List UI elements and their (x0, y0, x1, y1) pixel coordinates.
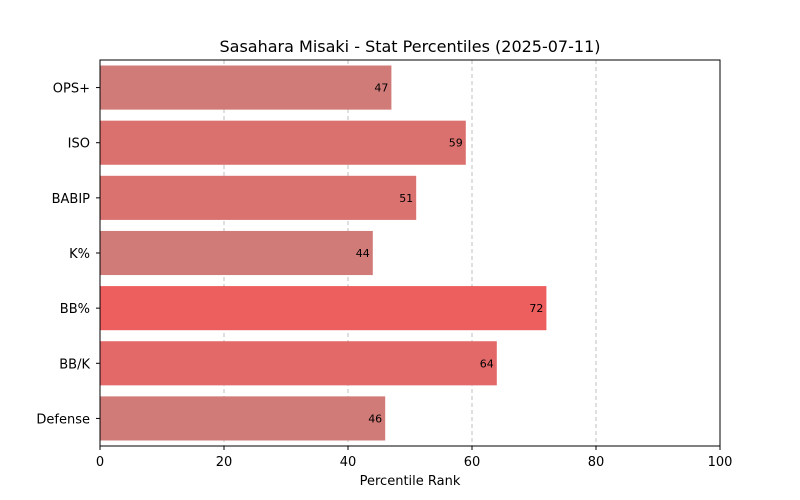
bar-value-label: 44 (356, 247, 370, 260)
x-tick-label: 40 (340, 455, 357, 470)
bar-value-label: 51 (399, 192, 413, 205)
bar-value-label: 64 (480, 357, 494, 370)
bar (100, 396, 386, 441)
bar (100, 286, 547, 331)
x-tick-label: 0 (96, 455, 104, 470)
bar-value-label: 46 (368, 412, 382, 425)
bar (100, 341, 497, 386)
bar-value-label: 72 (529, 302, 543, 315)
bar (100, 230, 373, 276)
x-tick-label: 20 (216, 455, 233, 470)
y-axis: OPS+ ISO BABIP K% BB% BB/K Defense (36, 82, 100, 427)
bar (100, 175, 417, 220)
x-axis: 0 20 40 60 80 100 (96, 446, 733, 470)
x-tick-label: 80 (588, 455, 605, 470)
y-tick-label: K% (69, 247, 90, 262)
bar-value-label: 59 (449, 137, 463, 150)
y-tick-label: Defense (36, 412, 90, 427)
x-tick-label: 60 (464, 455, 481, 470)
y-tick-label: OPS+ (53, 82, 90, 97)
chart-title: Sasahara Misaki - Stat Percentiles (2025… (220, 37, 601, 56)
x-tick-label: 100 (708, 455, 733, 470)
x-axis-label: Percentile Rank (360, 474, 461, 489)
y-tick-label: BABIP (52, 192, 91, 207)
y-tick-label: BB/K (59, 357, 90, 372)
y-tick-label: ISO (68, 137, 90, 152)
bar-value-label: 47 (374, 82, 388, 95)
bar (100, 65, 392, 110)
bars: 47 59 51 44 72 64 46 (100, 65, 547, 441)
bar (100, 120, 466, 165)
y-tick-label: BB% (60, 302, 90, 317)
